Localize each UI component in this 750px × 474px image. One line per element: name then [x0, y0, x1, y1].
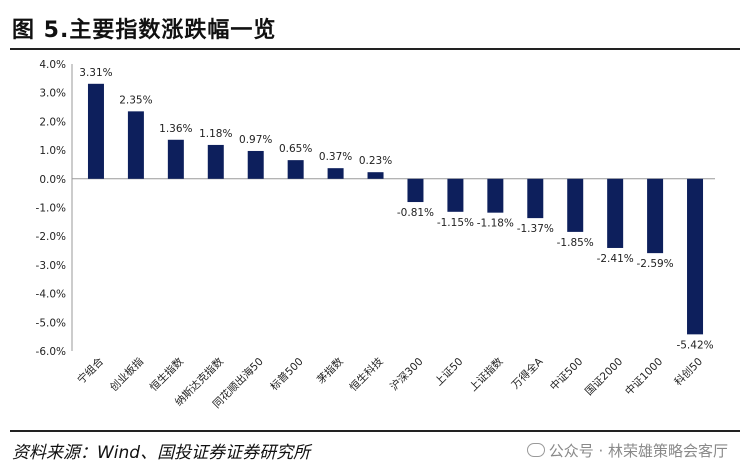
- bar: [367, 172, 384, 179]
- y-tick-label: -6.0%: [36, 346, 66, 358]
- category-label: 国证2000: [583, 356, 625, 398]
- category-label: 中证1000: [622, 355, 665, 398]
- data-label: 1.36%: [159, 123, 192, 135]
- y-tick-label: 2.0%: [39, 116, 66, 128]
- bar: [287, 160, 304, 179]
- bar: [247, 150, 264, 179]
- bar: [167, 139, 184, 179]
- bar: [607, 178, 624, 248]
- data-label: -0.81%: [397, 207, 434, 219]
- data-label: 0.65%: [279, 143, 312, 155]
- category-label: 上证50: [433, 356, 466, 389]
- category-label: 标普500: [268, 355, 306, 393]
- bar: [647, 178, 664, 254]
- category-label: 中证500: [547, 355, 585, 393]
- data-label: -1.15%: [437, 217, 474, 229]
- bar: [527, 178, 544, 219]
- category-label: 宁组合: [75, 355, 107, 387]
- watermark-text: 公众号 · 林荣雄策略会客厅: [548, 442, 728, 460]
- category-label: 茅指数: [314, 355, 346, 387]
- y-tick-label: -2.0%: [36, 231, 66, 243]
- bar: [447, 178, 464, 212]
- bar-chart: 4.0% 3.0% 2.0% 1.0% 0.0% -1.0% -2.0% -3.0% -4.0%…: [36, 59, 715, 411]
- bar: [687, 178, 704, 335]
- data-label: 0.97%: [239, 134, 272, 146]
- bar: [567, 178, 584, 232]
- source-note: 资料来源：Wind、国投证券证券研究所: [12, 443, 311, 463]
- bar: [407, 178, 424, 203]
- watermark: 公众号 · 林荣雄策略会客厅: [526, 440, 728, 461]
- y-tick-label: -4.0%: [36, 289, 66, 301]
- data-label: 2.35%: [119, 94, 152, 106]
- data-label: -2.59%: [637, 258, 674, 270]
- y-tick-label: -5.0%: [36, 317, 66, 329]
- bar: [207, 144, 224, 179]
- y-tick-label: 1.0%: [39, 145, 66, 157]
- source-rule: [10, 430, 740, 432]
- category-label: 创业板指: [107, 355, 146, 394]
- figure-title: 图 5.主要指数涨跌幅一览: [12, 18, 277, 43]
- title-rule: [10, 48, 740, 50]
- y-tick-label: -3.0%: [36, 260, 66, 272]
- data-label: 1.18%: [199, 128, 232, 140]
- y-tick-label: 0.0%: [39, 174, 66, 186]
- wechat-icon: [526, 443, 545, 457]
- bar: [327, 168, 344, 179]
- data-label: 3.31%: [79, 67, 112, 79]
- y-tick-label: -1.0%: [36, 203, 66, 215]
- category-label: 上证指数: [467, 355, 506, 394]
- data-label: -2.41%: [597, 253, 634, 265]
- data-label: -1.37%: [517, 223, 554, 235]
- bar: [127, 111, 144, 179]
- y-tick-label: 3.0%: [39, 88, 66, 100]
- category-label: 恒生科技: [347, 355, 386, 394]
- bar: [487, 178, 504, 213]
- category-label: 恒生指数: [147, 355, 186, 394]
- data-label: -5.42%: [676, 339, 713, 351]
- category-label: 科创50: [672, 355, 705, 388]
- data-label: 0.37%: [319, 151, 352, 163]
- category-label: 万得全A: [509, 354, 546, 391]
- bar: [87, 83, 104, 179]
- data-label: -1.85%: [557, 237, 594, 249]
- data-label: -1.18%: [477, 218, 514, 230]
- category-label: 沪深300: [387, 355, 425, 393]
- data-label: 0.23%: [359, 155, 392, 167]
- y-tick-label: 4.0%: [39, 59, 66, 71]
